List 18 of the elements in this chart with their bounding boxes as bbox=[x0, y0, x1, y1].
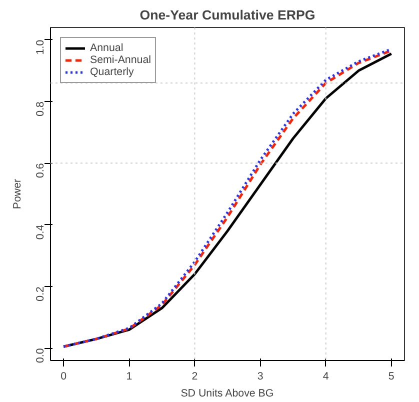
legend-label: Semi-Annual bbox=[90, 54, 152, 66]
y-tick-label: 0.0 bbox=[34, 348, 46, 363]
x-tick-label: 2 bbox=[192, 370, 198, 382]
x-axis-title: SD Units Above BG bbox=[180, 388, 274, 400]
chart-title: One-Year Cumulative ERPG bbox=[140, 8, 316, 22]
legend-label: Annual bbox=[90, 42, 124, 54]
x-tick-label: 3 bbox=[257, 370, 264, 382]
y-tick-label: 0.2 bbox=[34, 286, 46, 302]
y-tick-label: 1.0 bbox=[34, 40, 46, 55]
x-tick-label: 4 bbox=[322, 370, 329, 382]
y-tick-label: 0.8 bbox=[34, 101, 46, 116]
x-tick-label: 1 bbox=[126, 370, 132, 382]
y-tick-label: 0.6 bbox=[34, 163, 46, 178]
legend-label: Quarterly bbox=[90, 66, 134, 78]
y-tick-label: 0.4 bbox=[34, 224, 46, 240]
x-tick-label: 0 bbox=[60, 370, 67, 382]
y-axis-title: Power bbox=[12, 178, 24, 210]
x-tick-label: 5 bbox=[388, 370, 394, 382]
